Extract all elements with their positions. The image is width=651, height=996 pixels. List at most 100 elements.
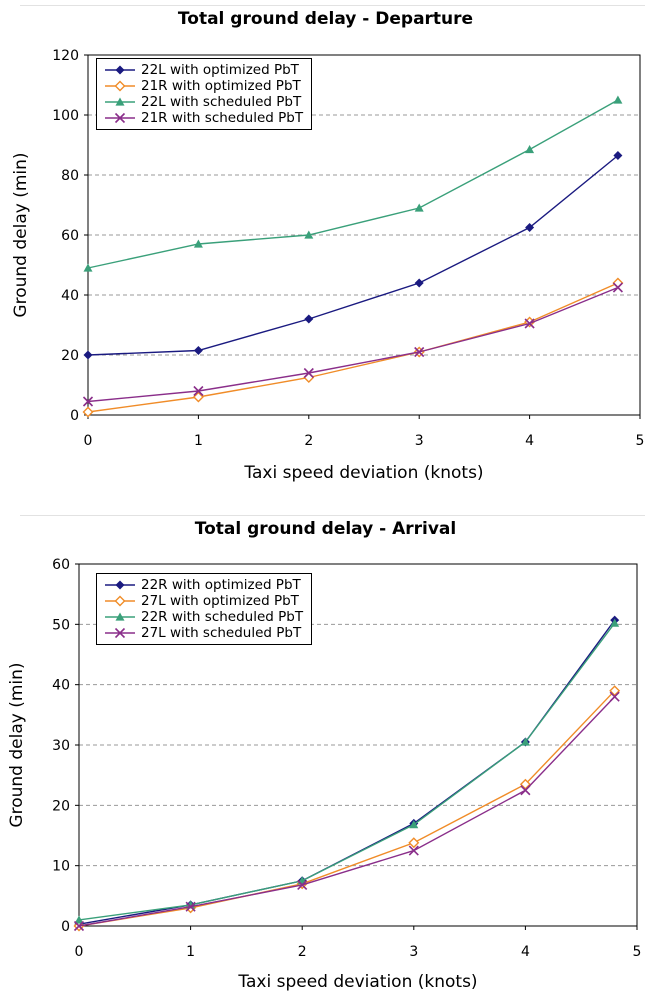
y-tick-label: 50 <box>52 617 70 633</box>
legend-marker <box>115 580 125 590</box>
x-tick-label: 5 <box>636 433 645 449</box>
legend-item: 21R with scheduled PbT <box>103 110 303 126</box>
arrival-plot: 0 10 20 30 40 50 60 0 1 2 3 4 5 Taxi speed deviation … <box>7 557 642 992</box>
legend-marker <box>115 65 125 75</box>
data-point <box>73 920 85 932</box>
data-point <box>612 282 623 293</box>
data-point <box>192 391 204 403</box>
data-point <box>525 223 535 232</box>
x-tick-label: 4 <box>525 433 534 449</box>
data-point <box>409 820 419 829</box>
data-point <box>408 845 419 856</box>
series-line <box>78 696 616 927</box>
x-tick-label: 3 <box>409 944 418 960</box>
legend-swatch <box>105 112 135 124</box>
legend-marker <box>115 97 125 106</box>
data-point <box>613 151 623 160</box>
y-tick-label: 40 <box>61 288 79 304</box>
series-line <box>87 99 619 269</box>
legend-label: 22R with optimized PbT <box>141 577 301 593</box>
data-point <box>74 915 84 924</box>
data-point <box>520 785 531 796</box>
series-line <box>87 282 619 413</box>
legend-marker <box>114 627 126 639</box>
y-tick-label: 60 <box>52 557 70 573</box>
legend-marker <box>114 112 126 124</box>
data-point <box>414 346 425 358</box>
data-point <box>303 367 314 379</box>
y-tick-label: 20 <box>52 798 70 814</box>
data-point <box>414 278 424 288</box>
x-tick-label: 0 <box>75 944 84 960</box>
series-line <box>78 690 616 927</box>
x-tick-label: 1 <box>194 433 203 449</box>
data-point <box>304 230 314 239</box>
y-tick-label: 40 <box>52 678 70 694</box>
data-point <box>185 901 196 912</box>
legend-label: 22L with optimized PbT <box>141 62 299 78</box>
x-tick-label: 1 <box>186 944 195 960</box>
x-tick-label: 0 <box>84 433 93 449</box>
y-tick-label: 0 <box>61 919 70 935</box>
legend-marker <box>114 595 126 607</box>
x-tick-label: 5 <box>633 944 642 960</box>
legend-label: 21R with scheduled PbT <box>141 110 304 126</box>
data-point <box>519 778 531 790</box>
x-axis-label: Taxi speed deviation (knots) <box>243 463 483 483</box>
data-point <box>83 350 93 360</box>
x-tick-label: 2 <box>304 433 313 449</box>
data-point <box>297 879 308 891</box>
data-point <box>82 406 94 418</box>
y-tick-label: 0 <box>70 408 79 424</box>
legend-marker <box>114 80 126 92</box>
y-axis-label: Ground delay (min) <box>7 662 27 827</box>
chart-title: Total ground delay - Departure <box>177 9 474 29</box>
x-tick-label: 2 <box>298 944 307 960</box>
data-point <box>414 203 424 212</box>
legend: 22L with optimized PbT 21R with optimized… <box>96 58 313 130</box>
data-point <box>525 145 535 154</box>
top-divider <box>20 5 645 6</box>
legend-marker <box>115 612 125 621</box>
legend-item: 22R with optimized PbT <box>103 577 303 593</box>
legend-swatch <box>105 627 135 639</box>
y-tick-label: 80 <box>61 168 79 184</box>
data-point <box>303 372 315 383</box>
data-point <box>193 239 203 248</box>
legend-item: 27L with scheduled PbT <box>103 625 303 641</box>
legend-label: 22R with scheduled PbT <box>141 609 304 625</box>
legend-label: 21R with optimized PbT <box>141 78 301 94</box>
series-line <box>87 286 619 403</box>
x-tick-label: 4 <box>521 944 530 960</box>
y-axis-label: Ground delay (min) <box>11 152 31 317</box>
legend-item: 22L with optimized PbT <box>103 62 303 78</box>
data-point <box>610 618 620 627</box>
y-tick-label: 30 <box>52 738 70 754</box>
y-tick-label: 10 <box>52 859 70 875</box>
data-point <box>613 95 623 104</box>
data-point <box>193 385 204 397</box>
data-point <box>408 837 420 849</box>
data-point <box>609 685 621 697</box>
legend-swatch <box>105 80 135 92</box>
x-tick-label: 3 <box>415 433 424 449</box>
departure-plot: 0 20 40 60 80 100 120 0 1 2 3 4 5 Taxi speed deviatio… <box>11 48 645 483</box>
y-tick-label: 20 <box>61 348 79 364</box>
series-line <box>78 619 616 925</box>
data-point <box>82 396 94 407</box>
y-tick-label: 60 <box>61 228 79 244</box>
data-point <box>524 318 535 329</box>
y-tick-label: 100 <box>52 108 79 124</box>
legend-swatch <box>105 97 135 106</box>
legend-item: 22R with scheduled PbT <box>103 609 303 625</box>
legend-label: 22L with scheduled PbT <box>141 94 302 110</box>
data-point <box>83 263 93 272</box>
legend-item: 27L with optimized PbT <box>103 593 303 609</box>
series-line <box>87 154 619 356</box>
x-axis-label: Taxi speed deviation (knots) <box>237 972 477 992</box>
legend-swatch <box>105 580 135 590</box>
legend-label: 27L with scheduled PbT <box>141 625 302 641</box>
legend-item: 21R with optimized PbT <box>103 78 303 94</box>
legend-item: 22L with scheduled PbT <box>103 94 303 110</box>
data-point <box>193 346 203 355</box>
